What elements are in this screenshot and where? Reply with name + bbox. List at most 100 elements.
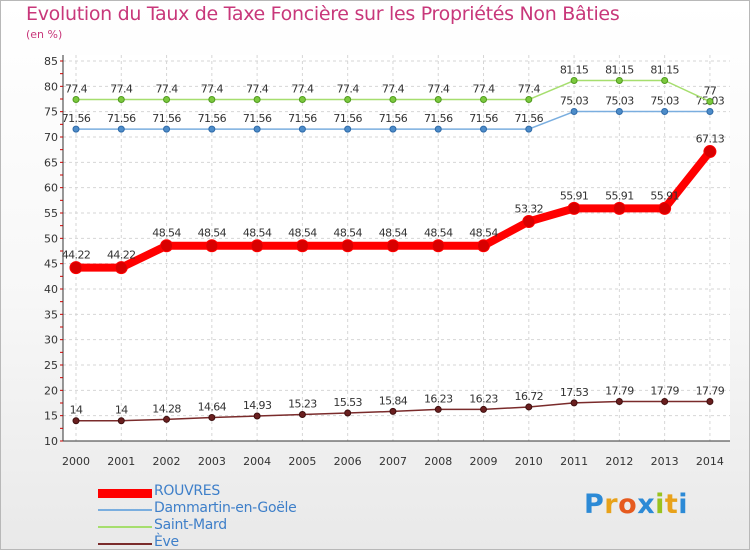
x-tick-label: 2004 bbox=[243, 455, 271, 468]
data-point bbox=[615, 77, 623, 85]
y-tick-label: 50 bbox=[44, 232, 58, 245]
data-label: 44.22 bbox=[107, 249, 136, 262]
y-tick-label: 15 bbox=[44, 410, 58, 423]
logo-letter: i bbox=[655, 489, 665, 520]
data-label: 77.4 bbox=[518, 83, 541, 96]
logo-letter: i bbox=[678, 489, 689, 520]
x-tick-label: 2002 bbox=[153, 455, 181, 468]
data-label: 81.15 bbox=[605, 64, 634, 77]
data-point bbox=[525, 403, 533, 411]
data-label: 14 bbox=[70, 404, 83, 417]
data-label: 71.56 bbox=[469, 112, 498, 125]
data-label: 55.91 bbox=[560, 189, 589, 202]
y-tick-label: 55 bbox=[44, 207, 58, 220]
data-label: 71.56 bbox=[152, 112, 181, 125]
logo-letter: o bbox=[618, 489, 638, 520]
y-tick-label: 85 bbox=[44, 55, 58, 68]
data-point bbox=[480, 96, 488, 104]
data-point bbox=[341, 239, 355, 253]
x-tick-label: 2005 bbox=[288, 455, 316, 468]
data-point bbox=[386, 239, 400, 253]
y-tick-label: 25 bbox=[44, 359, 58, 372]
data-label: 67.13 bbox=[696, 133, 725, 146]
data-label: 17.79 bbox=[696, 385, 725, 398]
data-label: 71.56 bbox=[424, 112, 453, 125]
data-point bbox=[72, 417, 80, 425]
data-point bbox=[298, 411, 306, 419]
data-point bbox=[615, 398, 623, 406]
data-label: 15.53 bbox=[333, 396, 362, 409]
y-tick-label: 10 bbox=[44, 435, 58, 448]
data-point bbox=[477, 239, 491, 253]
data-point bbox=[522, 215, 536, 229]
x-tick-label: 2007 bbox=[379, 455, 407, 468]
data-label: 48.54 bbox=[288, 227, 317, 240]
legend-label: Dammartin-en-Goële bbox=[154, 500, 297, 516]
data-point bbox=[434, 405, 442, 413]
data-point bbox=[208, 125, 216, 133]
data-label: 71.56 bbox=[62, 112, 91, 125]
data-point bbox=[703, 145, 717, 159]
data-point bbox=[389, 407, 397, 415]
data-label: 77.4 bbox=[382, 83, 405, 96]
y-tick-label: 60 bbox=[44, 182, 58, 195]
x-tick-label: 2010 bbox=[515, 455, 543, 468]
data-point bbox=[431, 239, 445, 253]
data-point bbox=[389, 96, 397, 104]
data-label: 77.4 bbox=[246, 83, 269, 96]
data-label: 71.56 bbox=[198, 112, 227, 125]
data-label: 48.54 bbox=[198, 227, 227, 240]
y-tick-label: 20 bbox=[44, 384, 58, 397]
data-point bbox=[163, 125, 171, 133]
data-point bbox=[163, 415, 171, 423]
data-label: 48.54 bbox=[424, 227, 453, 240]
data-label: 81.15 bbox=[560, 64, 589, 77]
y-tick-label: 75 bbox=[44, 106, 58, 119]
x-tick-label: 2000 bbox=[62, 455, 90, 468]
x-tick-label: 2003 bbox=[198, 455, 226, 468]
y-tick-label: 65 bbox=[44, 156, 58, 169]
data-point bbox=[615, 108, 623, 116]
data-label: 16.23 bbox=[424, 392, 453, 405]
data-label: 14.64 bbox=[198, 400, 227, 413]
data-point bbox=[706, 398, 714, 406]
data-label: 81.15 bbox=[650, 64, 679, 77]
y-tick-label: 80 bbox=[44, 80, 58, 93]
data-label: 14.93 bbox=[243, 399, 272, 412]
data-point bbox=[69, 261, 83, 275]
x-tick-label: 2012 bbox=[605, 455, 633, 468]
data-point bbox=[661, 108, 669, 116]
data-label: 17.53 bbox=[560, 386, 589, 399]
data-label: 77.4 bbox=[201, 83, 224, 96]
data-label: 77.4 bbox=[291, 83, 314, 96]
data-point bbox=[706, 98, 714, 106]
legend-swatch bbox=[98, 489, 152, 498]
logo-letter: x bbox=[637, 489, 656, 520]
data-label: 55.91 bbox=[605, 189, 634, 202]
data-label: 16.23 bbox=[469, 392, 498, 405]
data-point bbox=[72, 125, 80, 133]
logo-letter: r bbox=[604, 489, 619, 520]
proxiti-logo: Proxiti bbox=[584, 489, 688, 520]
data-point bbox=[163, 96, 171, 104]
data-point bbox=[117, 96, 125, 104]
data-label: 15.23 bbox=[288, 398, 317, 411]
chart-title: Evolution du Taux de Taxe Foncière sur l… bbox=[26, 3, 620, 25]
data-point bbox=[253, 412, 261, 420]
x-tick-label: 2014 bbox=[696, 455, 724, 468]
data-label: 48.54 bbox=[152, 227, 181, 240]
data-label: 77.4 bbox=[472, 83, 495, 96]
data-label: 71.56 bbox=[379, 112, 408, 125]
data-point bbox=[253, 125, 261, 133]
data-label: 71.56 bbox=[107, 112, 136, 125]
data-point bbox=[344, 125, 352, 133]
data-label: 44.22 bbox=[62, 249, 91, 262]
logo-letter: P bbox=[584, 489, 605, 520]
data-point bbox=[117, 417, 125, 425]
data-point bbox=[570, 108, 578, 116]
data-label: 71.56 bbox=[333, 112, 362, 125]
data-point bbox=[434, 96, 442, 104]
data-point bbox=[525, 96, 533, 104]
data-label: 15.84 bbox=[379, 394, 408, 407]
